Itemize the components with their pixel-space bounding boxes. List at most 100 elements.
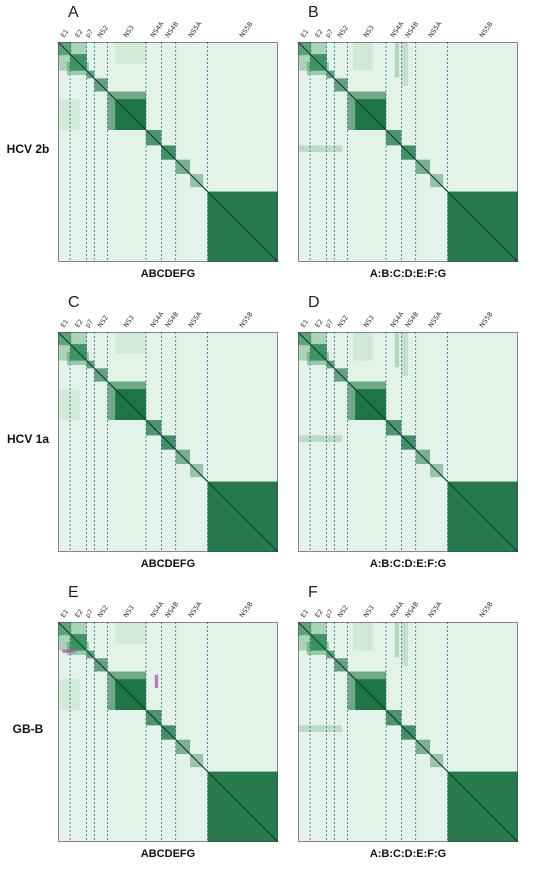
region-label: E2 (313, 608, 324, 619)
region-label: NS4A (389, 310, 406, 329)
column-band (310, 332, 327, 552)
row-band (298, 360, 518, 369)
row-label: HCV 2b (6, 142, 50, 156)
row-band (298, 650, 518, 659)
region-label: E1 (59, 608, 70, 619)
offdiag-band (394, 42, 400, 78)
offdiag-band (353, 332, 373, 361)
region-label: p7 (84, 608, 95, 619)
region-label: E2 (73, 608, 84, 619)
column-band (70, 332, 87, 552)
column-band (386, 42, 402, 262)
region-label: E1 (299, 28, 310, 39)
region-label: NS3 (362, 24, 376, 39)
region-label: NS5A (427, 600, 444, 619)
column-band (107, 622, 146, 842)
region-label: NS3 (122, 24, 136, 39)
column-band (175, 42, 208, 262)
offdiag-band (115, 332, 146, 354)
matrix-frame (298, 332, 518, 552)
region-label: NS4B (164, 20, 181, 39)
row-band (298, 658, 518, 672)
column-band (175, 332, 208, 552)
panel-letter: E (68, 584, 79, 601)
row-band (58, 710, 278, 726)
region-label: NS2 (96, 24, 110, 39)
region-label: NS2 (336, 24, 350, 39)
region-label: E2 (313, 28, 324, 39)
offdiag-band (394, 622, 400, 658)
row-band (58, 130, 278, 146)
cluster-block (306, 351, 329, 365)
correlation-matrix (58, 42, 278, 262)
row-band (298, 54, 518, 71)
offdiag-band (115, 42, 146, 64)
row-band (298, 368, 518, 382)
region-label: NS5A (187, 600, 204, 619)
offdiag-band (298, 145, 342, 152)
row-label: HCV 1a (6, 432, 50, 446)
offdiag-band (353, 42, 373, 71)
column-band (86, 332, 95, 552)
column-band (310, 42, 327, 262)
row-band (298, 332, 518, 345)
column-band (298, 42, 311, 262)
region-label: NS3 (362, 314, 376, 329)
correlation-matrix (298, 42, 518, 262)
region-label: p7 (324, 28, 335, 39)
row-band (58, 70, 278, 79)
region-label: E2 (73, 28, 84, 39)
row-band (298, 622, 518, 635)
region-label: NS5A (187, 310, 204, 329)
correlation-matrix (298, 332, 518, 552)
region-label: NS4A (149, 310, 166, 329)
row-band (298, 344, 518, 361)
region-label: NS3 (122, 604, 136, 619)
cluster-block (306, 61, 329, 75)
region-label: p7 (84, 28, 95, 39)
region-label: E1 (299, 608, 310, 619)
panel-caption: A:B:C:D:E:F:G (369, 848, 447, 860)
column-band (146, 332, 162, 552)
region-label: NS3 (362, 604, 376, 619)
column-band (298, 332, 311, 552)
panel-letter: C (68, 294, 80, 311)
column-band (70, 622, 87, 842)
region-label: NS4A (149, 600, 166, 619)
region-label: E2 (313, 318, 324, 329)
row-band (298, 42, 518, 55)
column-band (94, 42, 108, 262)
column-band (94, 332, 108, 552)
column-band (146, 42, 162, 262)
region-label: NS4B (404, 20, 421, 39)
column-band (386, 332, 402, 552)
offdiag-band (401, 622, 408, 666)
column-band (58, 42, 71, 262)
region-label: p7 (324, 608, 335, 619)
column-band (334, 42, 348, 262)
region-label: NS5B (478, 310, 495, 329)
region-label: NS4A (389, 20, 406, 39)
region-label: NS2 (96, 604, 110, 619)
region-label: E1 (299, 318, 310, 329)
column-band (58, 332, 71, 552)
column-band (326, 42, 335, 262)
region-label: p7 (84, 318, 95, 329)
region-label: NS5A (427, 20, 444, 39)
panel-caption: ABCDEFG (140, 848, 196, 860)
row-band (58, 344, 278, 361)
panel-caption: ABCDEFG (140, 268, 196, 280)
panel-letter: F (308, 584, 318, 601)
column-band (334, 332, 348, 552)
matrix-frame (298, 622, 518, 842)
offdiag-band (298, 725, 342, 732)
region-label: NS3 (122, 314, 136, 329)
region-label: NS5B (478, 600, 495, 619)
row-label: GB-B (12, 722, 44, 736)
column-band (107, 42, 146, 262)
column-band (86, 622, 95, 842)
column-band (326, 332, 335, 552)
